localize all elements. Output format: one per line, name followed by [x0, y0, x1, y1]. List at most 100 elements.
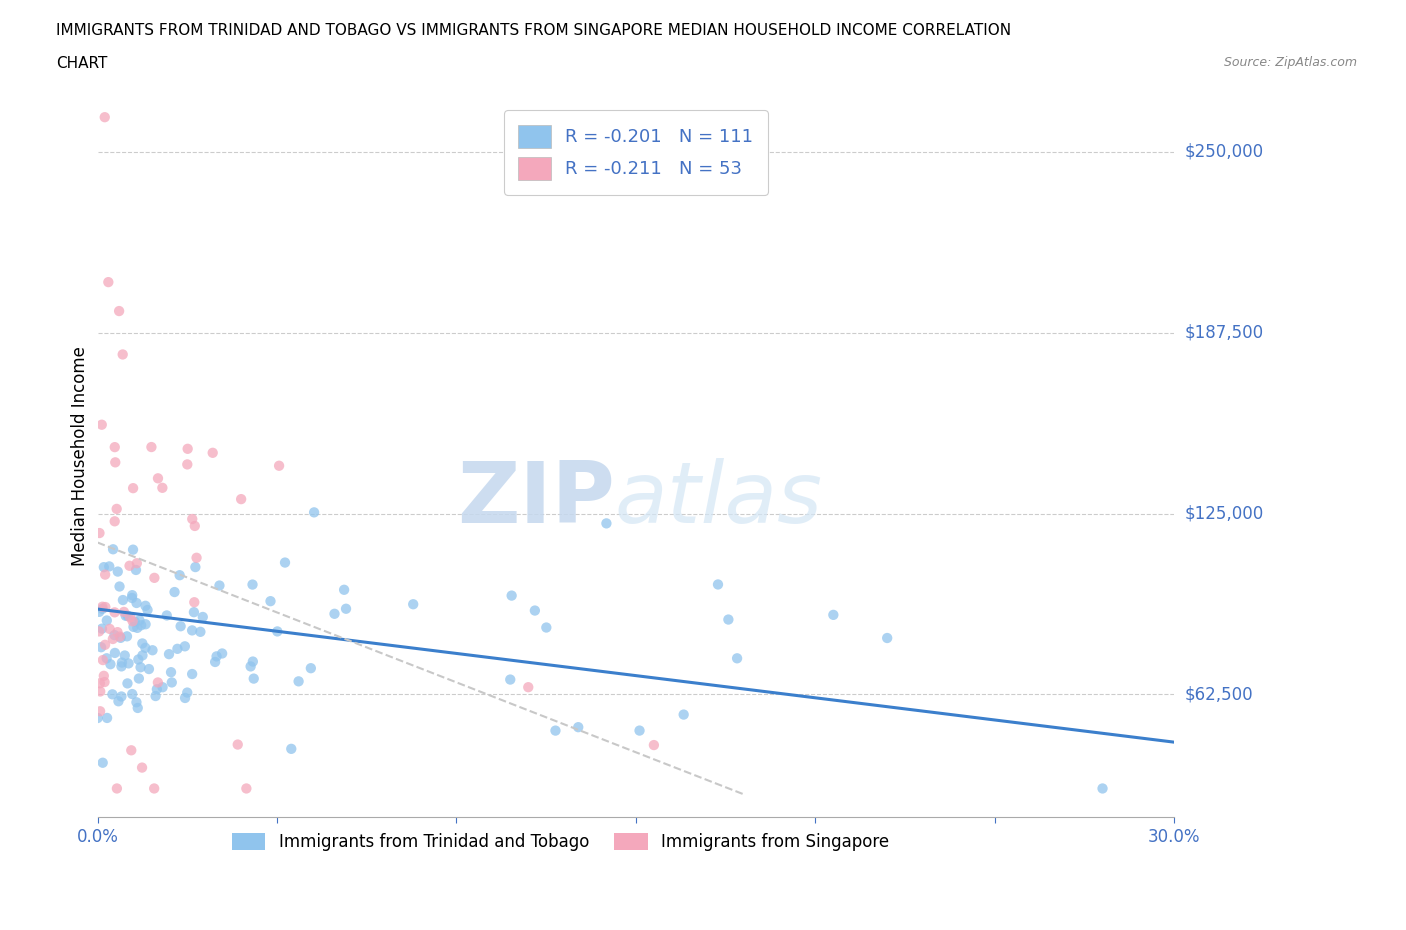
Point — [104, 455, 127, 470]
Point — [122, 619, 145, 634]
Point — [91, 599, 114, 614]
Point — [94, 110, 117, 125]
Text: $250,000: $250,000 — [1185, 143, 1264, 161]
Point — [94, 600, 117, 615]
Point — [173, 639, 195, 654]
Point — [323, 606, 346, 621]
Point — [176, 457, 198, 472]
Point — [160, 665, 183, 680]
Point — [567, 720, 589, 735]
Point — [122, 481, 145, 496]
Point — [876, 631, 898, 645]
Point — [191, 609, 214, 624]
Point — [499, 672, 522, 687]
Point — [287, 674, 309, 689]
Text: Source: ZipAtlas.com: Source: ZipAtlas.com — [1223, 56, 1357, 69]
Point — [146, 675, 169, 690]
Point — [259, 593, 281, 608]
Point — [108, 579, 131, 594]
Point — [205, 649, 228, 664]
Point — [117, 608, 139, 623]
Point — [93, 669, 115, 684]
Text: CHART: CHART — [56, 56, 108, 71]
Point — [101, 542, 124, 557]
Point — [91, 755, 114, 770]
Point — [186, 551, 208, 565]
Point — [96, 613, 118, 628]
Point — [143, 570, 166, 585]
Point — [111, 655, 134, 670]
Point — [823, 607, 845, 622]
Point — [135, 617, 157, 631]
Point — [91, 621, 114, 636]
Point — [181, 667, 204, 682]
Point — [105, 501, 128, 516]
Point — [333, 582, 356, 597]
Point — [125, 695, 148, 710]
Point — [131, 760, 153, 775]
Point — [145, 688, 167, 703]
Point — [107, 565, 129, 579]
Point — [131, 648, 153, 663]
Point — [104, 514, 127, 529]
Point — [544, 724, 567, 738]
Point — [93, 674, 115, 689]
Point — [127, 700, 149, 715]
Point — [125, 556, 148, 571]
Point — [87, 624, 110, 639]
Point — [89, 684, 111, 699]
Point — [169, 618, 191, 633]
Point — [134, 598, 156, 613]
Point — [128, 671, 150, 686]
Point — [89, 704, 111, 719]
Point — [129, 660, 152, 675]
Point — [117, 676, 139, 691]
Point — [125, 595, 148, 610]
Point — [628, 724, 651, 738]
Point — [104, 645, 127, 660]
Point — [117, 656, 139, 671]
Point — [115, 629, 138, 644]
Point — [91, 653, 114, 668]
Point — [100, 657, 122, 671]
Point — [89, 676, 111, 691]
Point — [536, 620, 558, 635]
Point — [108, 630, 131, 644]
Point — [143, 781, 166, 796]
Point — [96, 651, 118, 666]
Point — [208, 578, 231, 593]
Point — [97, 274, 120, 289]
Point — [93, 560, 115, 575]
Point — [226, 737, 249, 752]
Y-axis label: Median Household Income: Median Household Income — [72, 346, 89, 565]
Point — [104, 440, 127, 455]
Point — [114, 608, 136, 623]
Point — [183, 595, 205, 610]
Point — [122, 542, 145, 557]
Point — [120, 743, 142, 758]
Point — [146, 682, 169, 697]
Point — [91, 602, 114, 617]
Point — [274, 555, 297, 570]
Point — [181, 623, 204, 638]
Point — [110, 631, 132, 645]
Text: IMMIGRANTS FROM TRINIDAD AND TOBAGO VS IMMIGRANTS FROM SINGAPORE MEDIAN HOUSEHOL: IMMIGRANTS FROM TRINIDAD AND TOBAGO VS I… — [56, 23, 1011, 38]
Point — [184, 560, 207, 575]
Point — [94, 637, 117, 652]
Point — [267, 458, 290, 473]
Point — [111, 347, 134, 362]
Point — [181, 512, 204, 526]
Point — [104, 604, 127, 619]
Text: $62,500: $62,500 — [1185, 685, 1254, 703]
Point — [131, 636, 153, 651]
Point — [114, 648, 136, 663]
Point — [141, 643, 163, 658]
Point — [94, 567, 117, 582]
Point — [1091, 781, 1114, 796]
Point — [725, 651, 748, 666]
Point — [595, 516, 617, 531]
Point — [231, 492, 253, 507]
Point — [86, 711, 108, 725]
Text: $187,500: $187,500 — [1185, 324, 1264, 341]
Point — [176, 442, 198, 457]
